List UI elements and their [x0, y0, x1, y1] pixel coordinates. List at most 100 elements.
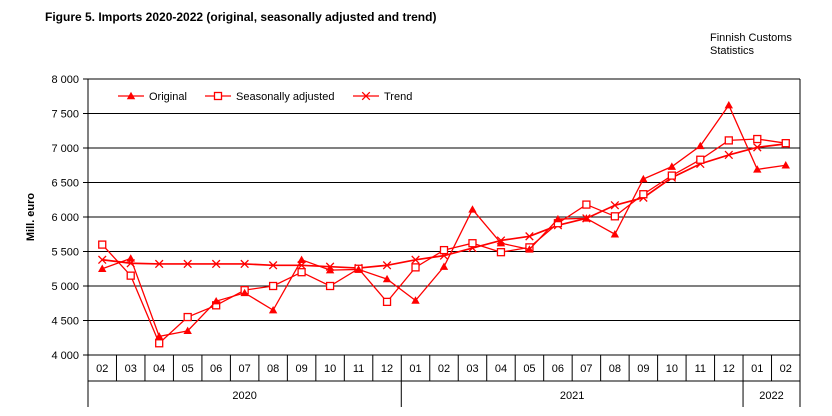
triangle-marker — [553, 214, 563, 223]
y-tick-label: 7 500 — [51, 109, 79, 121]
x-tick-label: 08 — [609, 363, 621, 375]
triangle-marker — [183, 326, 192, 335]
y-tick-label: 8 000 — [51, 74, 79, 86]
x-marker — [97, 255, 107, 265]
y-axis-title: Mill. euro — [25, 193, 37, 242]
triangle-marker — [496, 239, 506, 247]
series-line — [102, 103, 786, 338]
y-tick-label: 4 500 — [51, 316, 79, 328]
x-marker — [240, 259, 249, 269]
square-marker — [724, 136, 733, 145]
square-marker — [639, 190, 648, 199]
square-marker — [382, 297, 392, 307]
year-label: 2021 — [560, 390, 584, 402]
square-marker — [753, 134, 762, 144]
y-tick-label: 4 000 — [51, 350, 79, 362]
triangle-marker — [297, 255, 306, 263]
legend-item-square: Seasonally adjusted — [205, 91, 334, 103]
year-label: 2022 — [759, 390, 783, 402]
triangle-marker — [240, 288, 249, 297]
x-axis-table: 02 03 04 05 06 07 08 09 10 11 12 01 02 03 04 05 06 07 08 09… — [87, 355, 801, 407]
square-marker — [126, 271, 135, 280]
square-marker — [696, 155, 705, 164]
y-tick-label: 5 500 — [51, 247, 79, 259]
legend-item-x: Trend — [353, 91, 412, 103]
x-tick-label: 10 — [666, 363, 678, 375]
x-marker — [183, 259, 192, 269]
x-tick-label: 06 — [210, 363, 222, 375]
square-marker — [411, 263, 420, 272]
triangle-marker — [667, 162, 677, 170]
x-tick-label: 02 — [780, 363, 792, 375]
y-tick-label: 5 000 — [51, 281, 79, 293]
triangle-marker — [525, 245, 534, 253]
triangle-marker — [639, 174, 648, 183]
x-marker — [525, 232, 534, 241]
x-marker — [268, 261, 278, 270]
x-marker — [211, 259, 221, 269]
square-marker — [213, 91, 223, 101]
square-marker — [268, 281, 278, 291]
legend: Original Seasonally adjusted Trend — [118, 91, 412, 103]
x-tick-label: 02 — [438, 363, 450, 375]
square-marker — [439, 245, 449, 255]
square-marker — [496, 248, 506, 257]
triangle-marker — [325, 265, 335, 274]
source-line-2: Statistics — [710, 45, 755, 57]
triangle-marker — [126, 91, 136, 100]
triangle-marker — [781, 161, 790, 169]
triangle-marker — [411, 296, 420, 304]
x-marker — [610, 201, 620, 210]
x-tick-label: 01 — [409, 363, 421, 375]
legend-label: Original — [149, 91, 187, 103]
square-marker — [297, 268, 306, 277]
square-marker — [781, 139, 790, 148]
x-tick-label: 04 — [495, 363, 507, 375]
triangle-marker — [753, 165, 762, 173]
x-tick-label: 02 — [96, 363, 108, 375]
x-tick-label: 12 — [381, 363, 393, 375]
triangle-marker — [126, 254, 135, 262]
square-marker — [98, 240, 107, 249]
triangle-marker — [468, 205, 477, 213]
triangle-marker — [268, 305, 278, 314]
x-tick-label: 05 — [182, 363, 194, 375]
triangle-marker — [439, 262, 449, 270]
triangle-marker — [610, 230, 620, 238]
x-tick-label: 07 — [239, 363, 251, 375]
y-tick-label: 7 000 — [51, 143, 79, 155]
square-marker — [582, 200, 591, 209]
x-marker — [154, 259, 164, 269]
x-tick-label: 01 — [751, 363, 763, 375]
x-tick-label: 09 — [295, 363, 307, 375]
triangle-marker — [382, 274, 392, 283]
y-tick-label: 6 500 — [51, 178, 79, 190]
triangle-marker — [582, 214, 591, 222]
x-marker — [382, 261, 392, 270]
x-tick-label: 10 — [324, 363, 336, 375]
triangle-marker — [211, 296, 221, 305]
x-tick-label: 03 — [466, 363, 478, 375]
x-tick-label: 11 — [695, 363, 706, 375]
square-marker — [325, 281, 335, 291]
square-marker — [610, 212, 620, 221]
triangle-marker — [724, 101, 733, 109]
square-marker — [155, 339, 164, 348]
x-marker — [753, 143, 762, 152]
legend-label: Trend — [384, 91, 412, 103]
legend-item-triangle: Original — [118, 91, 187, 103]
x-marker — [411, 255, 420, 265]
triangle-marker — [155, 332, 164, 340]
y-tick-label: 6 000 — [51, 212, 79, 224]
grid-and-axes: 4 000 4 500 5 000 5 500 6 000 6 500 7 000 7 500… — [25, 74, 801, 362]
x-tick-label: 11 — [353, 363, 364, 375]
x-tick-label: 03 — [125, 363, 137, 375]
series-original — [98, 101, 790, 340]
x-tick-label: 09 — [637, 363, 649, 375]
x-tick-label: 07 — [580, 363, 592, 375]
x-tick-label: 04 — [153, 363, 165, 375]
legend-label: Seasonally adjusted — [236, 91, 334, 103]
x-tick-label: 05 — [523, 363, 535, 375]
